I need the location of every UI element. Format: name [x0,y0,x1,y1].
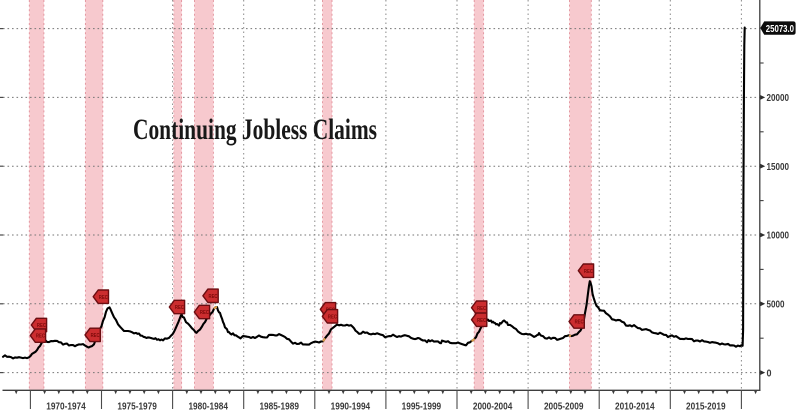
svg-text:REC: REC [175,305,184,311]
svg-text:REC: REC [584,269,593,275]
svg-text:REC: REC [200,310,209,316]
svg-text:1970-1974: 1970-1974 [46,401,86,412]
svg-text:5000: 5000 [767,299,785,311]
svg-text:2015-2019: 2015-2019 [686,401,726,412]
svg-text:1985-1989: 1985-1989 [259,401,299,412]
svg-text:REC: REC [575,320,584,326]
svg-text:2010-2014: 2010-2014 [615,401,655,412]
svg-text:20000: 20000 [767,92,790,104]
svg-text:1975-1979: 1975-1979 [117,401,157,412]
svg-text:10000: 10000 [767,230,790,242]
svg-text:REC: REC [99,295,108,301]
svg-text:REC: REC [91,333,100,339]
svg-text:25073.0: 25073.0 [766,24,794,35]
svg-text:REC: REC [209,294,218,300]
svg-text:0: 0 [767,367,772,379]
svg-text:REC: REC [477,318,486,324]
svg-text:REC: REC [36,334,45,340]
svg-text:REC: REC [37,323,46,329]
svg-text:2005-2009: 2005-2009 [544,401,584,412]
svg-text:Continuing Jobless Claims: Continuing Jobless Claims [133,113,377,146]
svg-text:REC: REC [328,314,337,320]
svg-text:REC: REC [477,306,486,312]
svg-text:1980-1984: 1980-1984 [188,401,228,412]
svg-text:15000: 15000 [767,161,790,173]
svg-text:1990-1994: 1990-1994 [331,401,371,412]
svg-text:1995-1999: 1995-1999 [402,401,442,412]
svg-text:2000-2004: 2000-2004 [473,401,513,412]
